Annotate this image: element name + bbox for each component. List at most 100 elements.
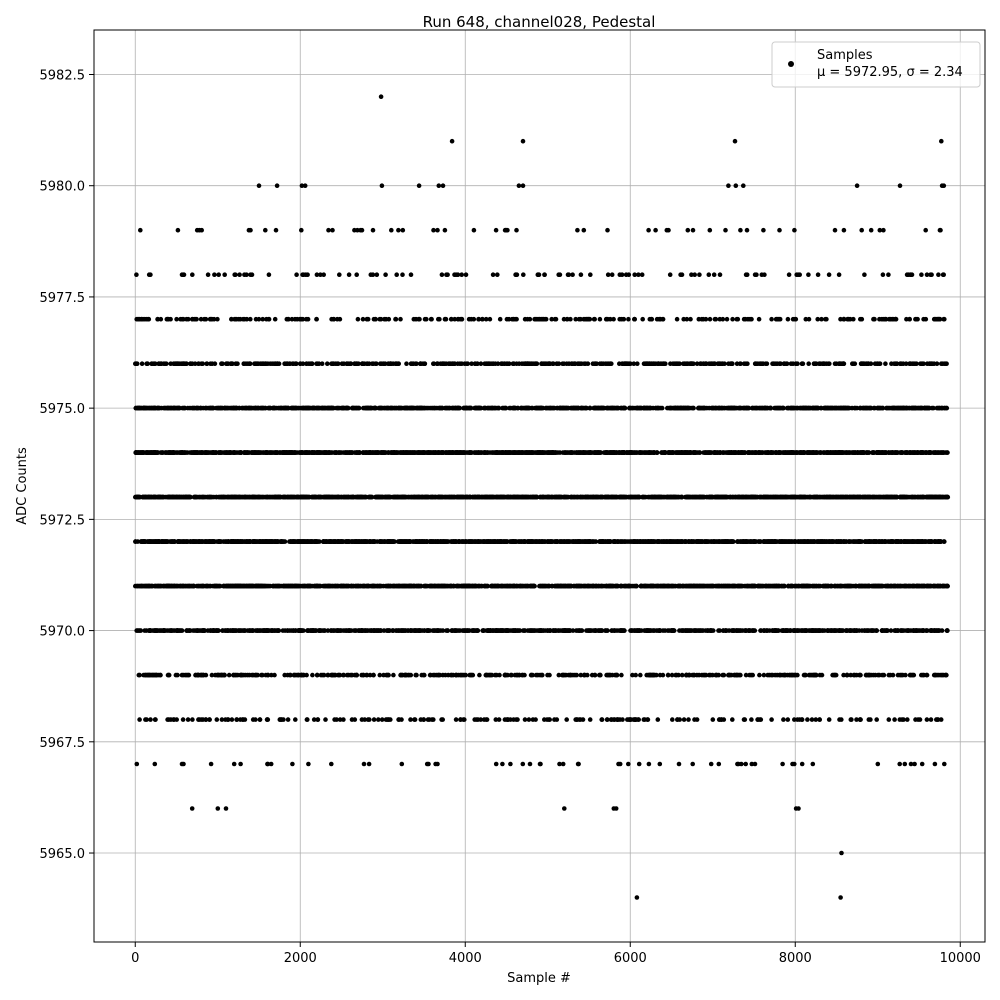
data-point (504, 628, 510, 633)
data-point (919, 761, 925, 767)
data-point (291, 672, 297, 678)
data-point (317, 628, 323, 633)
data-point (463, 583, 469, 589)
data-point (357, 539, 362, 544)
data-point (174, 628, 180, 633)
data-point (197, 539, 202, 544)
data-point (230, 628, 235, 633)
data-point (757, 672, 762, 678)
data-point (208, 539, 214, 544)
data-point (570, 672, 576, 678)
data-point (567, 583, 572, 589)
data-point (677, 717, 682, 722)
data-point (564, 717, 569, 722)
data-point (494, 672, 499, 678)
data-point (691, 672, 697, 678)
data-point (306, 761, 311, 767)
data-point (488, 628, 493, 633)
data-point (875, 761, 881, 767)
data-point (219, 717, 225, 722)
data-point (428, 539, 434, 544)
data-point (805, 717, 810, 722)
data-point (877, 672, 882, 678)
data-point (334, 539, 339, 544)
data-point (216, 672, 221, 678)
data-point (322, 583, 328, 589)
data-point (263, 583, 268, 589)
data-point (272, 628, 278, 633)
data-point (207, 628, 213, 633)
data-point (556, 672, 562, 678)
data-point (323, 717, 328, 722)
data-point (151, 672, 156, 678)
data-point (143, 717, 148, 722)
data-point (932, 761, 938, 767)
data-point (154, 628, 159, 633)
data-point (311, 628, 316, 633)
data-point (435, 628, 441, 633)
data-point (634, 583, 639, 589)
data-point (833, 672, 839, 678)
data-point (351, 539, 356, 544)
data-point (230, 583, 235, 589)
data-point (399, 761, 405, 767)
data-point (626, 761, 631, 767)
data-point (229, 717, 235, 722)
data-point (755, 717, 760, 722)
data-point (331, 583, 337, 589)
data-point (271, 583, 277, 589)
data-point (726, 672, 731, 678)
data-point (617, 761, 623, 767)
data-point (190, 717, 195, 722)
data-point (388, 583, 394, 589)
data-point (259, 672, 264, 678)
data-point (799, 761, 805, 767)
data-point (431, 717, 436, 722)
data-point (361, 583, 366, 589)
data-point (530, 672, 535, 678)
data-point (879, 583, 884, 589)
data-point (856, 628, 862, 633)
data-point (648, 583, 653, 589)
data-point (367, 539, 373, 544)
data-point (629, 628, 634, 633)
data-point (265, 672, 271, 678)
data-point (455, 583, 461, 589)
data-point (921, 628, 926, 633)
data-point (290, 761, 295, 767)
data-point (921, 583, 927, 589)
data-point (493, 761, 499, 767)
data-point (883, 628, 888, 633)
data-point (792, 761, 797, 767)
data-point (445, 539, 450, 544)
data-point (772, 539, 777, 544)
data-point (533, 628, 538, 633)
data-point (605, 628, 610, 633)
data-point (799, 628, 805, 633)
data-point (902, 761, 908, 767)
data-point (873, 628, 879, 633)
data-point (511, 628, 516, 633)
data-point (908, 761, 914, 767)
data-point (158, 672, 163, 678)
data-point (307, 583, 312, 589)
data-point (231, 761, 237, 767)
data-point (257, 717, 263, 722)
data-point (708, 761, 714, 767)
data-point (181, 761, 186, 767)
data-point (760, 583, 766, 589)
data-point (742, 717, 748, 722)
data-point (619, 672, 624, 678)
data-point (686, 539, 691, 544)
data-point (240, 717, 246, 722)
data-point (494, 628, 500, 633)
data-point (716, 628, 721, 633)
data-point (686, 583, 692, 589)
data-point (905, 717, 910, 722)
data-point (157, 583, 163, 589)
data-point (585, 583, 590, 589)
data-point (680, 583, 686, 589)
data-point (838, 583, 843, 589)
data-point (934, 717, 939, 722)
data-point (155, 539, 160, 544)
